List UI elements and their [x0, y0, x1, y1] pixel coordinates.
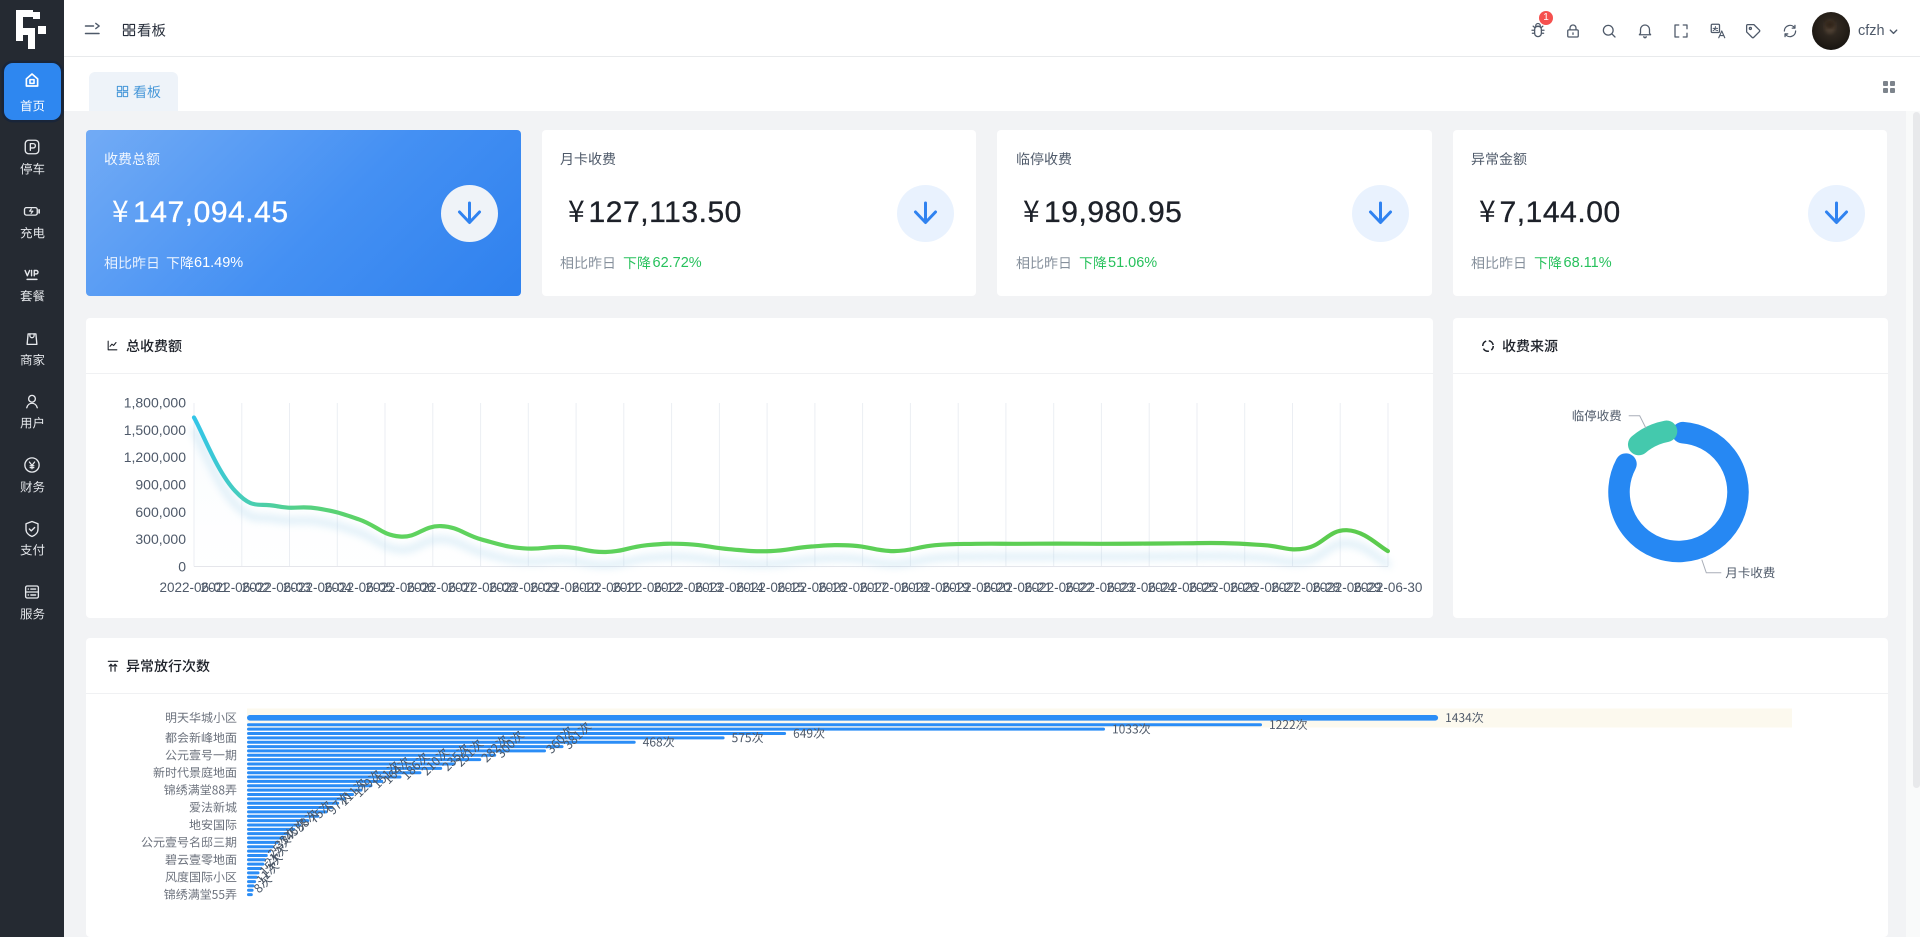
svg-text:2022-06-17: 2022-06-17: [818, 580, 887, 595]
svg-text:2022-06-05: 2022-06-05: [324, 580, 393, 595]
svg-text:0: 0: [178, 559, 186, 575]
svg-text:1,200,000: 1,200,000: [124, 449, 186, 465]
svg-text:2022-06-04: 2022-06-04: [283, 580, 353, 595]
svg-text:1,800,000: 1,800,000: [124, 395, 186, 411]
svg-text:1,500,000: 1,500,000: [124, 422, 186, 438]
svg-text:2022-06-10: 2022-06-10: [530, 580, 599, 595]
svg-text:600,000: 600,000: [135, 504, 186, 520]
svg-text:2022-06-18: 2022-06-18: [859, 580, 928, 595]
svg-text:2022-06-25: 2022-06-25: [1148, 580, 1217, 595]
svg-text:2022-06-27: 2022-06-27: [1230, 580, 1299, 595]
svg-text:2022-06-20: 2022-06-20: [942, 580, 1011, 595]
svg-text:2022-06-24: 2022-06-24: [1106, 580, 1176, 595]
svg-text:2022-06-22: 2022-06-22: [1024, 580, 1093, 595]
svg-text:2022-06-26: 2022-06-26: [1189, 580, 1258, 595]
svg-text:2022-06-11: 2022-06-11: [572, 580, 640, 595]
svg-text:2022-06-06: 2022-06-06: [365, 580, 434, 595]
svg-text:2022-06-13: 2022-06-13: [653, 580, 722, 595]
svg-text:2022-06-14: 2022-06-14: [695, 580, 765, 595]
svg-text:2022-06-28: 2022-06-28: [1271, 580, 1340, 595]
svg-text:2022-06-21: 2022-06-21: [983, 580, 1052, 595]
svg-text:2022-06-30: 2022-06-30: [1353, 580, 1422, 595]
svg-text:300,000: 300,000: [135, 531, 186, 547]
svg-text:2022-06-01: 2022-06-01: [159, 580, 228, 595]
svg-text:2022-06-07: 2022-06-07: [406, 580, 475, 595]
svg-text:2022-06-08: 2022-06-08: [448, 580, 517, 595]
svg-text:2022-06-09: 2022-06-09: [489, 580, 558, 595]
svg-text:2022-06-03: 2022-06-03: [242, 580, 311, 595]
svg-text:2022-06-02: 2022-06-02: [201, 580, 270, 595]
svg-text:2022-06-19: 2022-06-19: [901, 580, 970, 595]
svg-text:2022-06-29: 2022-06-29: [1312, 580, 1381, 595]
svg-text:2022-06-23: 2022-06-23: [1065, 580, 1134, 595]
svg-text:2022-06-12: 2022-06-12: [612, 580, 681, 595]
svg-text:2022-06-15: 2022-06-15: [736, 580, 805, 595]
svg-text:900,000: 900,000: [135, 477, 186, 493]
svg-text:2022-06-16: 2022-06-16: [777, 580, 846, 595]
